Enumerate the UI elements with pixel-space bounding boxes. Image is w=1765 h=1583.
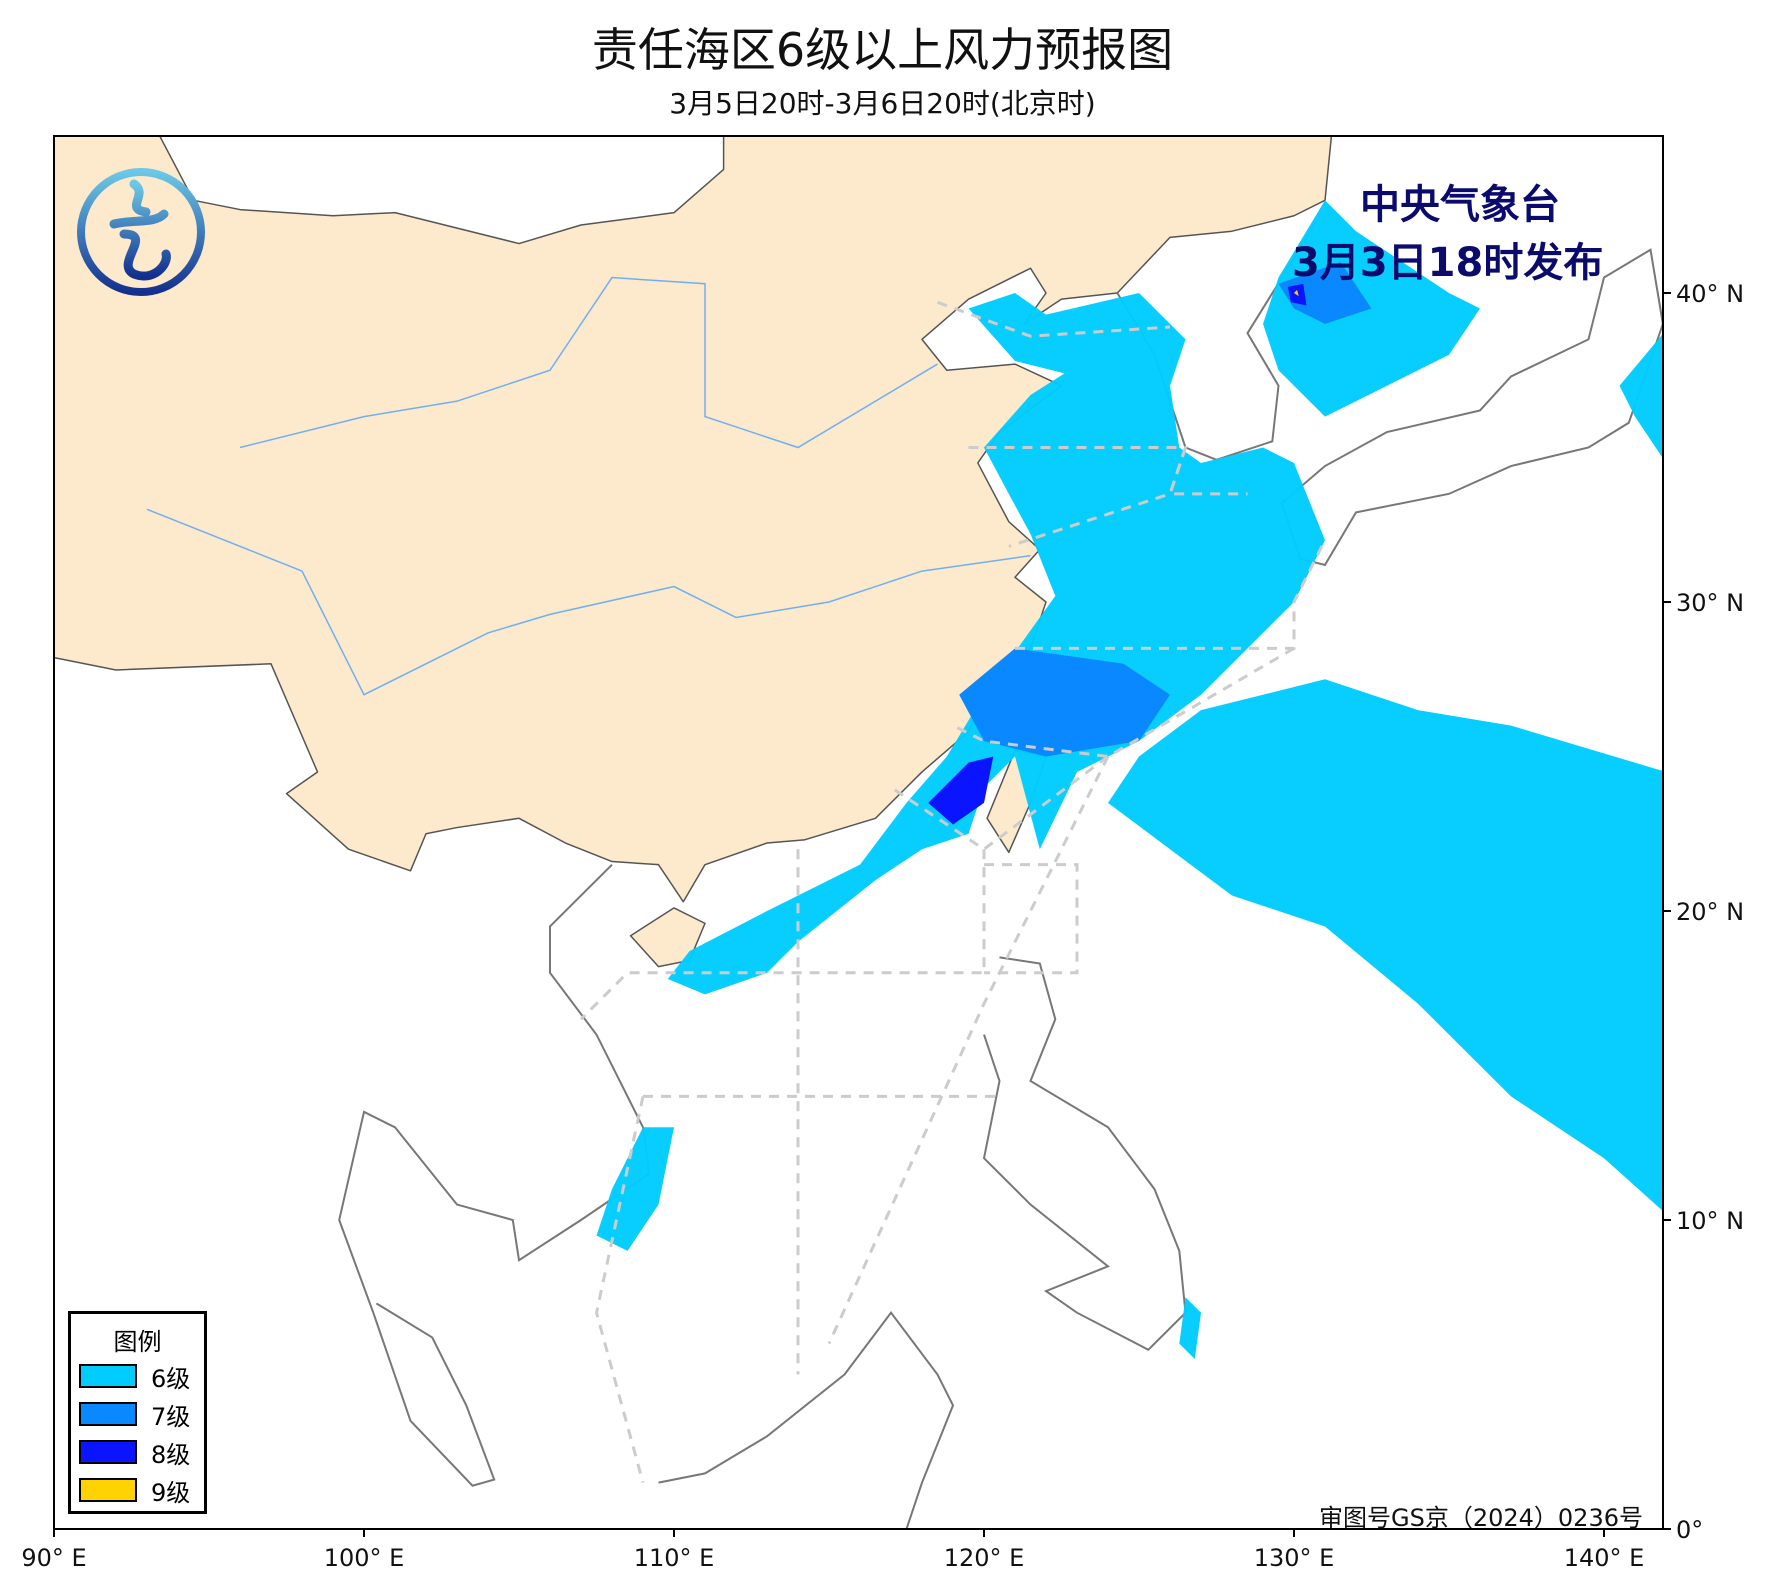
wind-area-level-9 (1294, 289, 1299, 297)
philippines-outline (982, 956, 1187, 1352)
lon-tick-label: 110° E (634, 1544, 715, 1572)
responsibility-zone-boundary (827, 755, 1110, 1345)
legend-item-6: 6级 (79, 1357, 204, 1395)
wind-area-level-6 (1619, 333, 1663, 459)
lon-tick-label: 100° E (324, 1544, 405, 1572)
legend-swatch (79, 1478, 137, 1502)
hainan-island (629, 907, 706, 968)
legend-swatch (79, 1440, 137, 1464)
wind-area-level-6 (1108, 679, 1663, 1212)
yellow-river (239, 276, 938, 449)
legend-item-9: 9级 (79, 1471, 204, 1509)
lat-tick-label: 20° N (1676, 898, 1744, 926)
lat-tick-label: 40° N (1676, 280, 1744, 308)
responsibility-zone-boundary (984, 863, 1079, 975)
cma-logo (74, 164, 208, 300)
responsibility-zone-boundary (594, 1096, 645, 1484)
map-subtitle: 3月5日20时-3月6日20时(北京时) (669, 87, 1096, 120)
map-title: 责任海区6级以上风力预报图 (591, 23, 1174, 77)
wind-area-level-7 (1278, 262, 1372, 324)
wind-area-level-6 (667, 293, 1325, 995)
legend-item-8: 8级 (79, 1433, 204, 1471)
issue-time: 3月3日18时发布 (1292, 240, 1604, 286)
lat-tick-label: 30° N (1676, 589, 1744, 617)
legend-item-7: 7级 (79, 1395, 204, 1433)
lat-tick-label: 0° (1676, 1516, 1703, 1544)
wind-area-level-8 (928, 756, 994, 825)
responsibility-zone-boundary (579, 849, 986, 1021)
wind-area-level-7 (959, 648, 1170, 757)
lon-tick-label: 120° E (944, 1544, 1025, 1572)
map-approval-number: 审图号GS京（2024）0236号 (1319, 1504, 1643, 1532)
legend: 图例 6级 7级 8级 9级 (68, 1311, 207, 1514)
wind-area-level-6 (1179, 1297, 1201, 1360)
legend-swatch (79, 1402, 137, 1426)
yangtze-river (146, 508, 1031, 696)
lon-tick-label: 140° E (1564, 1544, 1645, 1572)
borneo-outline (658, 1311, 955, 1529)
lon-tick-label: 90° E (21, 1544, 86, 1572)
responsibility-zone-boundary (952, 647, 1295, 759)
responsibility-zone-boundary (936, 300, 1171, 338)
map-frame (53, 135, 1664, 1530)
indochina-outline (338, 863, 651, 1487)
agency-name: 中央气象台 (1360, 182, 1560, 228)
legend-swatch (79, 1364, 137, 1388)
legend-title: 图例 (113, 1328, 162, 1356)
lon-tick-label: 130° E (1254, 1544, 1335, 1572)
lat-tick-label: 10° N (1676, 1207, 1744, 1235)
